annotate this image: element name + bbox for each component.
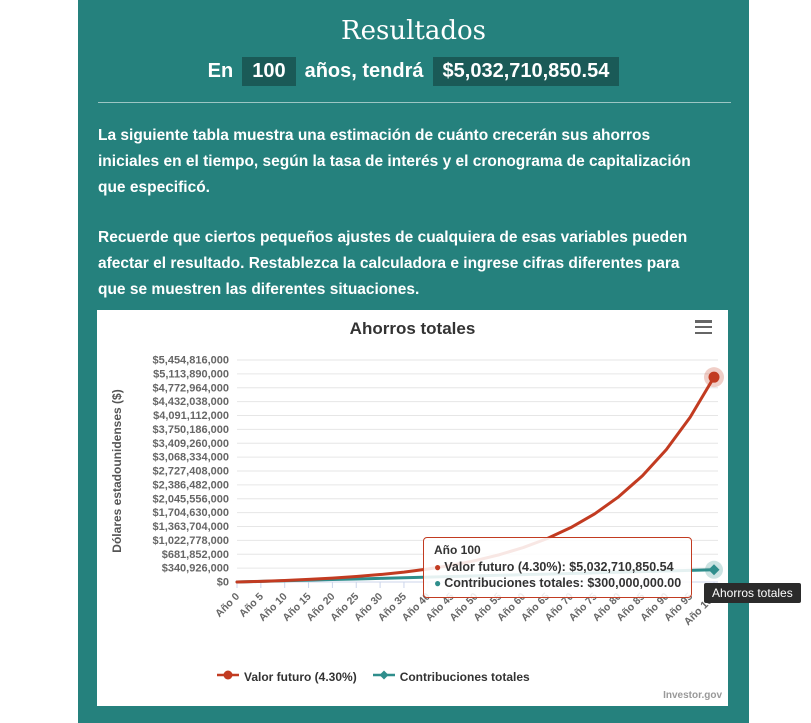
chart-credit-link[interactable]: Investor.gov (663, 690, 722, 701)
svg-text:$3,750,186,000: $3,750,186,000 (153, 424, 229, 436)
svg-text:$2,386,482,000: $2,386,482,000 (153, 479, 229, 491)
legend-marker (217, 668, 239, 686)
svg-text:$2,045,556,000: $2,045,556,000 (153, 493, 229, 505)
svg-text:Año 0: Año 0 (213, 591, 242, 620)
tooltip-row-text: Valor futuro (4.30%): $5,032,710,850.54 (444, 560, 674, 574)
svg-text:$3,068,334,000: $3,068,334,000 (153, 452, 229, 464)
hamburger-bar (695, 331, 712, 334)
svg-text:Dólares estadounidenses ($): Dólares estadounidenses ($) (110, 389, 124, 552)
svg-text:$5,454,816,000: $5,454,816,000 (153, 355, 229, 367)
tooltip-row: ● Valor futuro (4.30%): $5,032,710,850.54 (434, 559, 681, 575)
svg-text:$3,409,260,000: $3,409,260,000 (153, 438, 229, 450)
result-middle: años, tendrá (304, 60, 424, 82)
tooltip-row-bullet: ● (434, 560, 442, 574)
svg-text:$681,852,000: $681,852,000 (162, 549, 229, 561)
page-title: Resultados (341, 16, 486, 46)
chart-title: Ahorros totales (349, 319, 476, 338)
svg-text:$0: $0 (217, 577, 229, 589)
legend-item-valor-futuro[interactable]: Valor futuro (4.30%) (217, 668, 357, 686)
hamburger-bar (695, 325, 712, 329)
svg-text:$340,926,000: $340,926,000 (162, 563, 229, 575)
savings-chart-svg: $5,454,816,000$5,113,890,000 $4,772,964,0… (110, 355, 724, 628)
hamburger-bar (695, 320, 712, 323)
hamburger-icon[interactable] (695, 320, 712, 334)
svg-text:$4,772,964,000: $4,772,964,000 (153, 382, 229, 394)
svg-text:$1,022,778,000: $1,022,778,000 (153, 535, 229, 547)
svg-text:$2,727,408,000: $2,727,408,000 (153, 466, 229, 478)
intro-paragraph-1: La siguiente tabla muestra una estimació… (98, 127, 691, 196)
tooltip-row-bullet: ● (434, 576, 442, 590)
svg-text:$1,363,704,000: $1,363,704,000 (153, 521, 229, 533)
chart-legend: Valor futuro (4.30%) Contribuciones tota… (217, 668, 530, 686)
results-panel: Resultados En 100 años, tendrá $5,032,71… (78, 0, 749, 723)
legend-label: Contribuciones totales (399, 670, 530, 684)
tooltip-row: ● Contribuciones totales: $300,000,000.00 (434, 575, 681, 591)
result-summary: En 100 años, tendrá $5,032,710,850.54 (78, 57, 749, 86)
series-hover-label: Ahorros totales (704, 583, 801, 603)
svg-text:$1,704,630,000: $1,704,630,000 (153, 507, 229, 519)
header-divider (98, 102, 731, 103)
svg-text:$5,113,890,000: $5,113,890,000 (153, 368, 229, 380)
legend-marker (372, 668, 395, 686)
tooltip-row-text: Contribuciones totales: $300,000,000.00 (444, 576, 682, 590)
svg-text:$4,091,112,000: $4,091,112,000 (153, 410, 229, 422)
tooltip-title: Año 100 (434, 543, 481, 557)
savings-chart-card: Ahorros totales $5,454,816,000 $5,113,890… (97, 310, 728, 706)
chart-tooltip: Año 100 ● Valor futuro (4.30%): $5,032,71… (423, 537, 693, 598)
result-amount-badge: $5,032,710,850.54 (432, 57, 620, 86)
result-years-badge: 100 (242, 57, 296, 86)
legend-label: Valor futuro (4.30%) (244, 670, 357, 684)
legend-item-contribuciones[interactable]: Contribuciones totales (372, 668, 530, 686)
intro-paragraph-2: Recuerde que ciertos pequeños ajustes de… (98, 229, 688, 298)
svg-text:$4,432,038,000: $4,432,038,000 (153, 396, 229, 408)
result-prefix: En (207, 60, 234, 82)
